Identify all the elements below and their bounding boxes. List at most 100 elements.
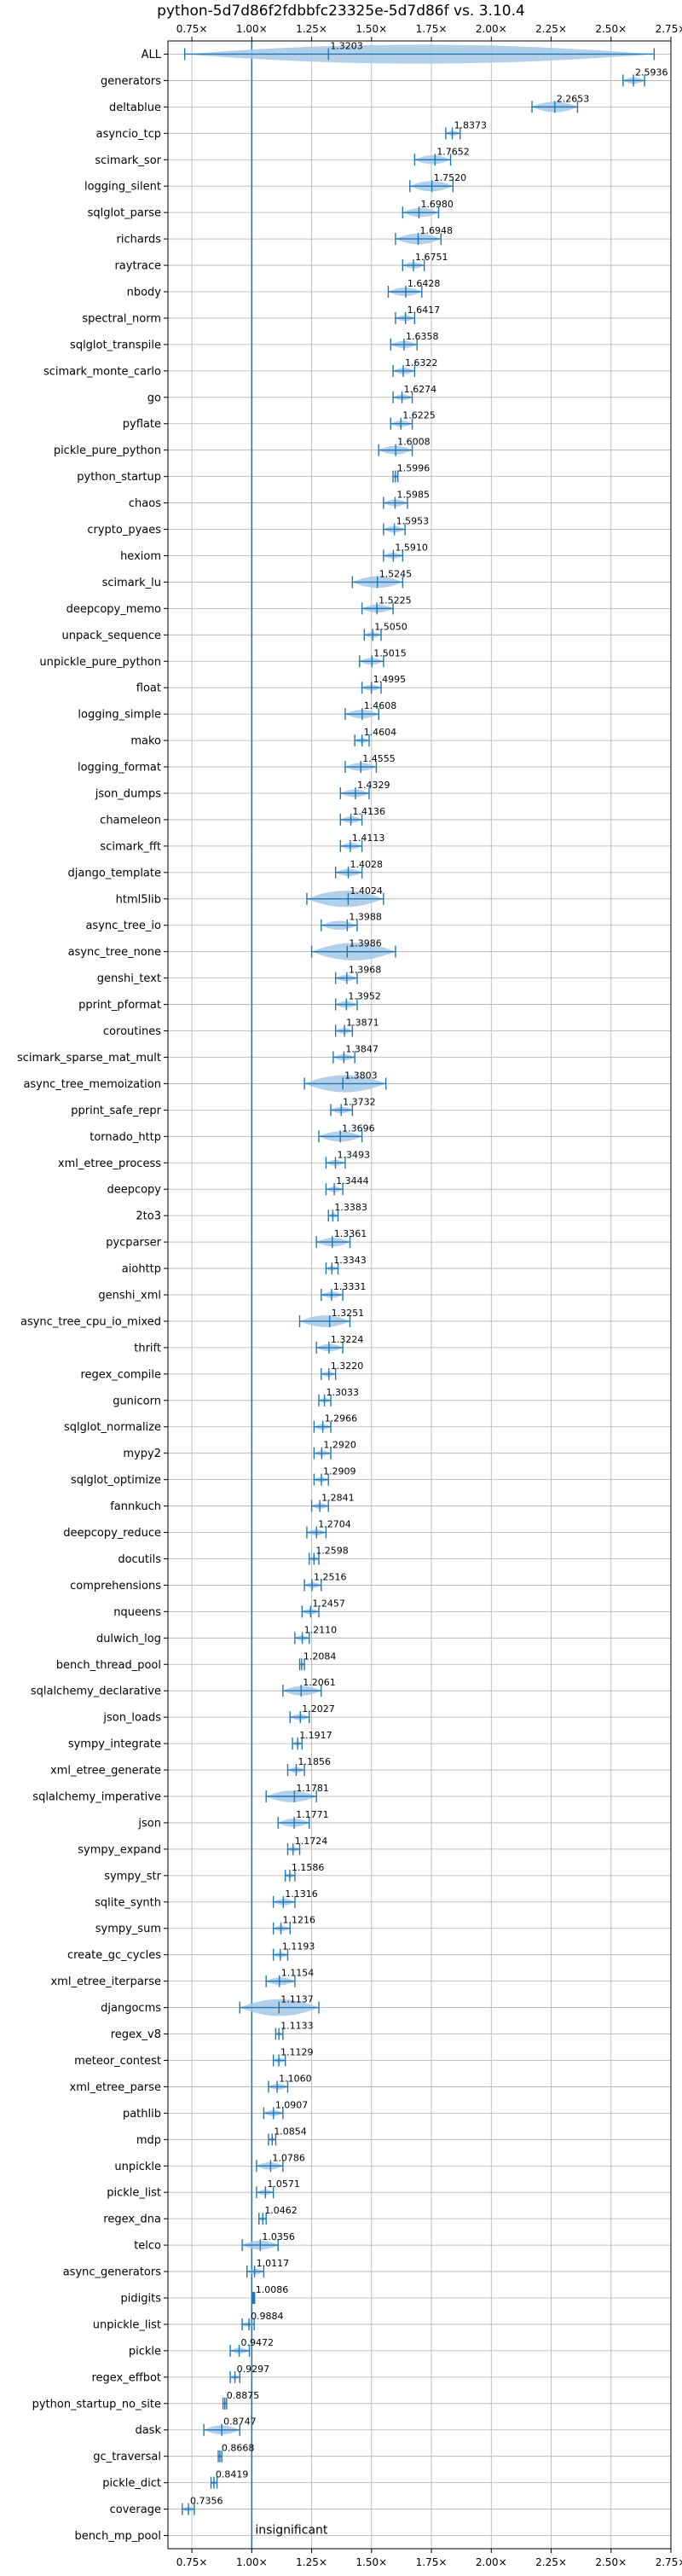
benchmark-label: async_tree_io: [85, 920, 161, 932]
benchmark-label: html5lib: [116, 893, 161, 906]
x-tick-label-bottom: 1.75×: [416, 2556, 448, 2568]
benchmark-label: json: [137, 1817, 161, 1830]
benchmark-label: genshi_text: [97, 972, 161, 985]
benchmark-label: fannkuch: [110, 1500, 161, 1513]
benchmark-label: raytrace: [114, 260, 161, 273]
benchmark-label: logging_simple: [78, 709, 161, 722]
benchmark-value-label: 1.1856: [298, 1756, 331, 1767]
benchmark-value-label: 0.8419: [216, 2469, 249, 2480]
benchmark-label: json_loads: [102, 1712, 161, 1725]
benchmark-label: python_startup: [77, 471, 161, 484]
benchmark-value-label: 1.6358: [406, 331, 439, 342]
benchmark-label: go: [147, 392, 161, 404]
benchmark-label: 2to3: [136, 1210, 161, 1223]
benchmark-label: hexiom: [120, 550, 161, 563]
benchmark-value-label: 1.6428: [407, 278, 441, 289]
benchmark-value-label: 1.0117: [257, 2258, 290, 2269]
benchmark-labels: ALL 1.3203 generators 2.5936 deltablue 2.2653…: [17, 40, 668, 2543]
x-tick-label-bottom: 2.25×: [535, 2556, 567, 2568]
benchmark-label: scimark_lu: [102, 577, 161, 589]
benchmark-value-label: 1.3033: [327, 1387, 360, 1398]
benchmark-label: aiohttp: [122, 1263, 161, 1276]
benchmark-value-label: 1.0907: [275, 2099, 309, 2110]
benchmark-label: bench_thread_pool: [56, 1659, 161, 1672]
benchmark-label: pyflate: [123, 418, 161, 431]
benchmark-value-label: 1.4136: [353, 806, 386, 817]
benchmark-label: float: [136, 682, 161, 695]
x-tick-label-bottom: 0.75×: [176, 2556, 208, 2568]
benchmark-label: pidigits: [121, 2293, 162, 2306]
benchmark-label: sqlalchemy_declarative: [31, 1685, 161, 1698]
benchmark-label: dulwich_log: [96, 1633, 161, 1645]
benchmark-value-label: 1.6225: [402, 410, 436, 421]
benchmark-label: asyncio_tcp: [96, 128, 161, 141]
benchmark-label: create_gc_cycles: [67, 1949, 161, 1962]
benchmark-label: async_tree_none: [68, 946, 161, 959]
benchmark-value-label: 1.2027: [302, 1703, 335, 1714]
benchmark-label: pickle_dict: [102, 2477, 161, 2490]
benchmark-value-label: 1.8373: [454, 119, 488, 131]
benchmark-value-label: 1.3493: [337, 1149, 370, 1160]
benchmark-value-label: 1.2598: [315, 1545, 349, 1556]
benchmark-label: unpickle_pure_python: [39, 656, 161, 669]
benchmark-label: sqlite_synth: [95, 1896, 161, 1909]
benchmark-label: xml_etree_parse: [70, 2081, 161, 2094]
benchmark-value-label: 1.4113: [352, 833, 385, 844]
benchmark-label: bench_mp_pool: [74, 2530, 161, 2543]
benchmark-value-label: 1.3361: [334, 1228, 367, 1239]
benchmark-label: scimark_sparse_mat_mult: [17, 1052, 161, 1065]
benchmark-label: comprehensions: [70, 1580, 161, 1593]
benchmark-label: thrift: [134, 1342, 161, 1355]
benchmark-label: sqlglot_optimize: [71, 1474, 161, 1487]
benchmark-value-label: 1.5225: [379, 595, 412, 606]
benchmark-value-label: 0.9472: [240, 2337, 274, 2348]
benchmark-value-label: 1.0571: [267, 2179, 300, 2190]
benchmark-label: sympy_integrate: [68, 1738, 161, 1751]
benchmark-value-label: 0.8747: [223, 2416, 257, 2428]
benchmark-value-label: 1.2516: [314, 1571, 347, 1582]
benchmark-label: pprint_safe_repr: [71, 1105, 161, 1117]
benchmark-label: tornado_http: [90, 1131, 161, 1144]
benchmark-value-label: 1.3871: [346, 1018, 379, 1029]
benchmark-label: mako: [130, 735, 161, 748]
benchmark-value-label: 1.6274: [404, 384, 437, 395]
benchmark-value-label: 1.0462: [264, 2205, 298, 2216]
benchmark-value-label: 1.3952: [348, 991, 381, 1002]
benchmark-label: pickle_pure_python: [54, 444, 161, 457]
benchmark-value-label: 0.8668: [222, 2443, 255, 2454]
benchmark-value-label: 1.0786: [272, 2152, 305, 2163]
benchmark-label: xml_etree_generate: [50, 1765, 161, 1778]
x-tick-label-top: 1.75×: [416, 23, 448, 35]
x-tick-label-bottom: 1.25×: [296, 2556, 327, 2568]
benchmark-label: ALL: [142, 49, 162, 61]
benchmark-label: dask: [135, 2424, 161, 2437]
benchmark-label: python_startup_no_site: [32, 2398, 161, 2411]
benchmark-value-label: 1.3732: [343, 1096, 376, 1107]
x-tick-label-top: 1.50×: [355, 23, 387, 35]
x-tick-label-bottom: 2.00×: [476, 2556, 507, 2568]
x-tick-label-top: 2.25×: [535, 23, 567, 35]
benchmark-value-label: 2.5936: [635, 67, 668, 78]
benchmark-label: deepcopy_memo: [66, 603, 161, 616]
benchmark-label: chameleon: [100, 814, 161, 827]
benchmark-label: scimark_monte_carlo: [43, 365, 161, 378]
benchmark-value-label: 1.1771: [296, 1809, 329, 1820]
benchmark-label: mypy2: [123, 1448, 161, 1460]
benchmark-value-label: 1.1129: [280, 2046, 314, 2057]
benchmark-value-label: 1.1216: [282, 1915, 315, 1926]
benchmark-value-label: 1.1193: [282, 1941, 315, 1952]
benchmark-label: pickle: [129, 2345, 161, 2358]
benchmark-value-label: 1.4995: [373, 674, 407, 685]
benchmark-label: sqlglot_parse: [88, 207, 161, 220]
benchmark-value-label: 1.6322: [405, 357, 438, 368]
benchmark-value-label: 1.7652: [436, 146, 470, 157]
benchmark-value-label: 1.5050: [374, 621, 407, 632]
benchmark-value-label: 1.4608: [364, 700, 397, 711]
benchmark-label: sqlglot_transpile: [70, 339, 161, 351]
chart-title: python-5d7d86f2fdbbfc23325e-5d7d86f vs. …: [157, 3, 525, 20]
benchmark-value-label: 1.1154: [281, 1968, 315, 1979]
benchmark-label: crypto_pyaes: [87, 524, 161, 537]
benchmark-value-label: 1.2841: [321, 1493, 355, 1504]
benchmark-label: sympy_sum: [95, 1923, 161, 1935]
